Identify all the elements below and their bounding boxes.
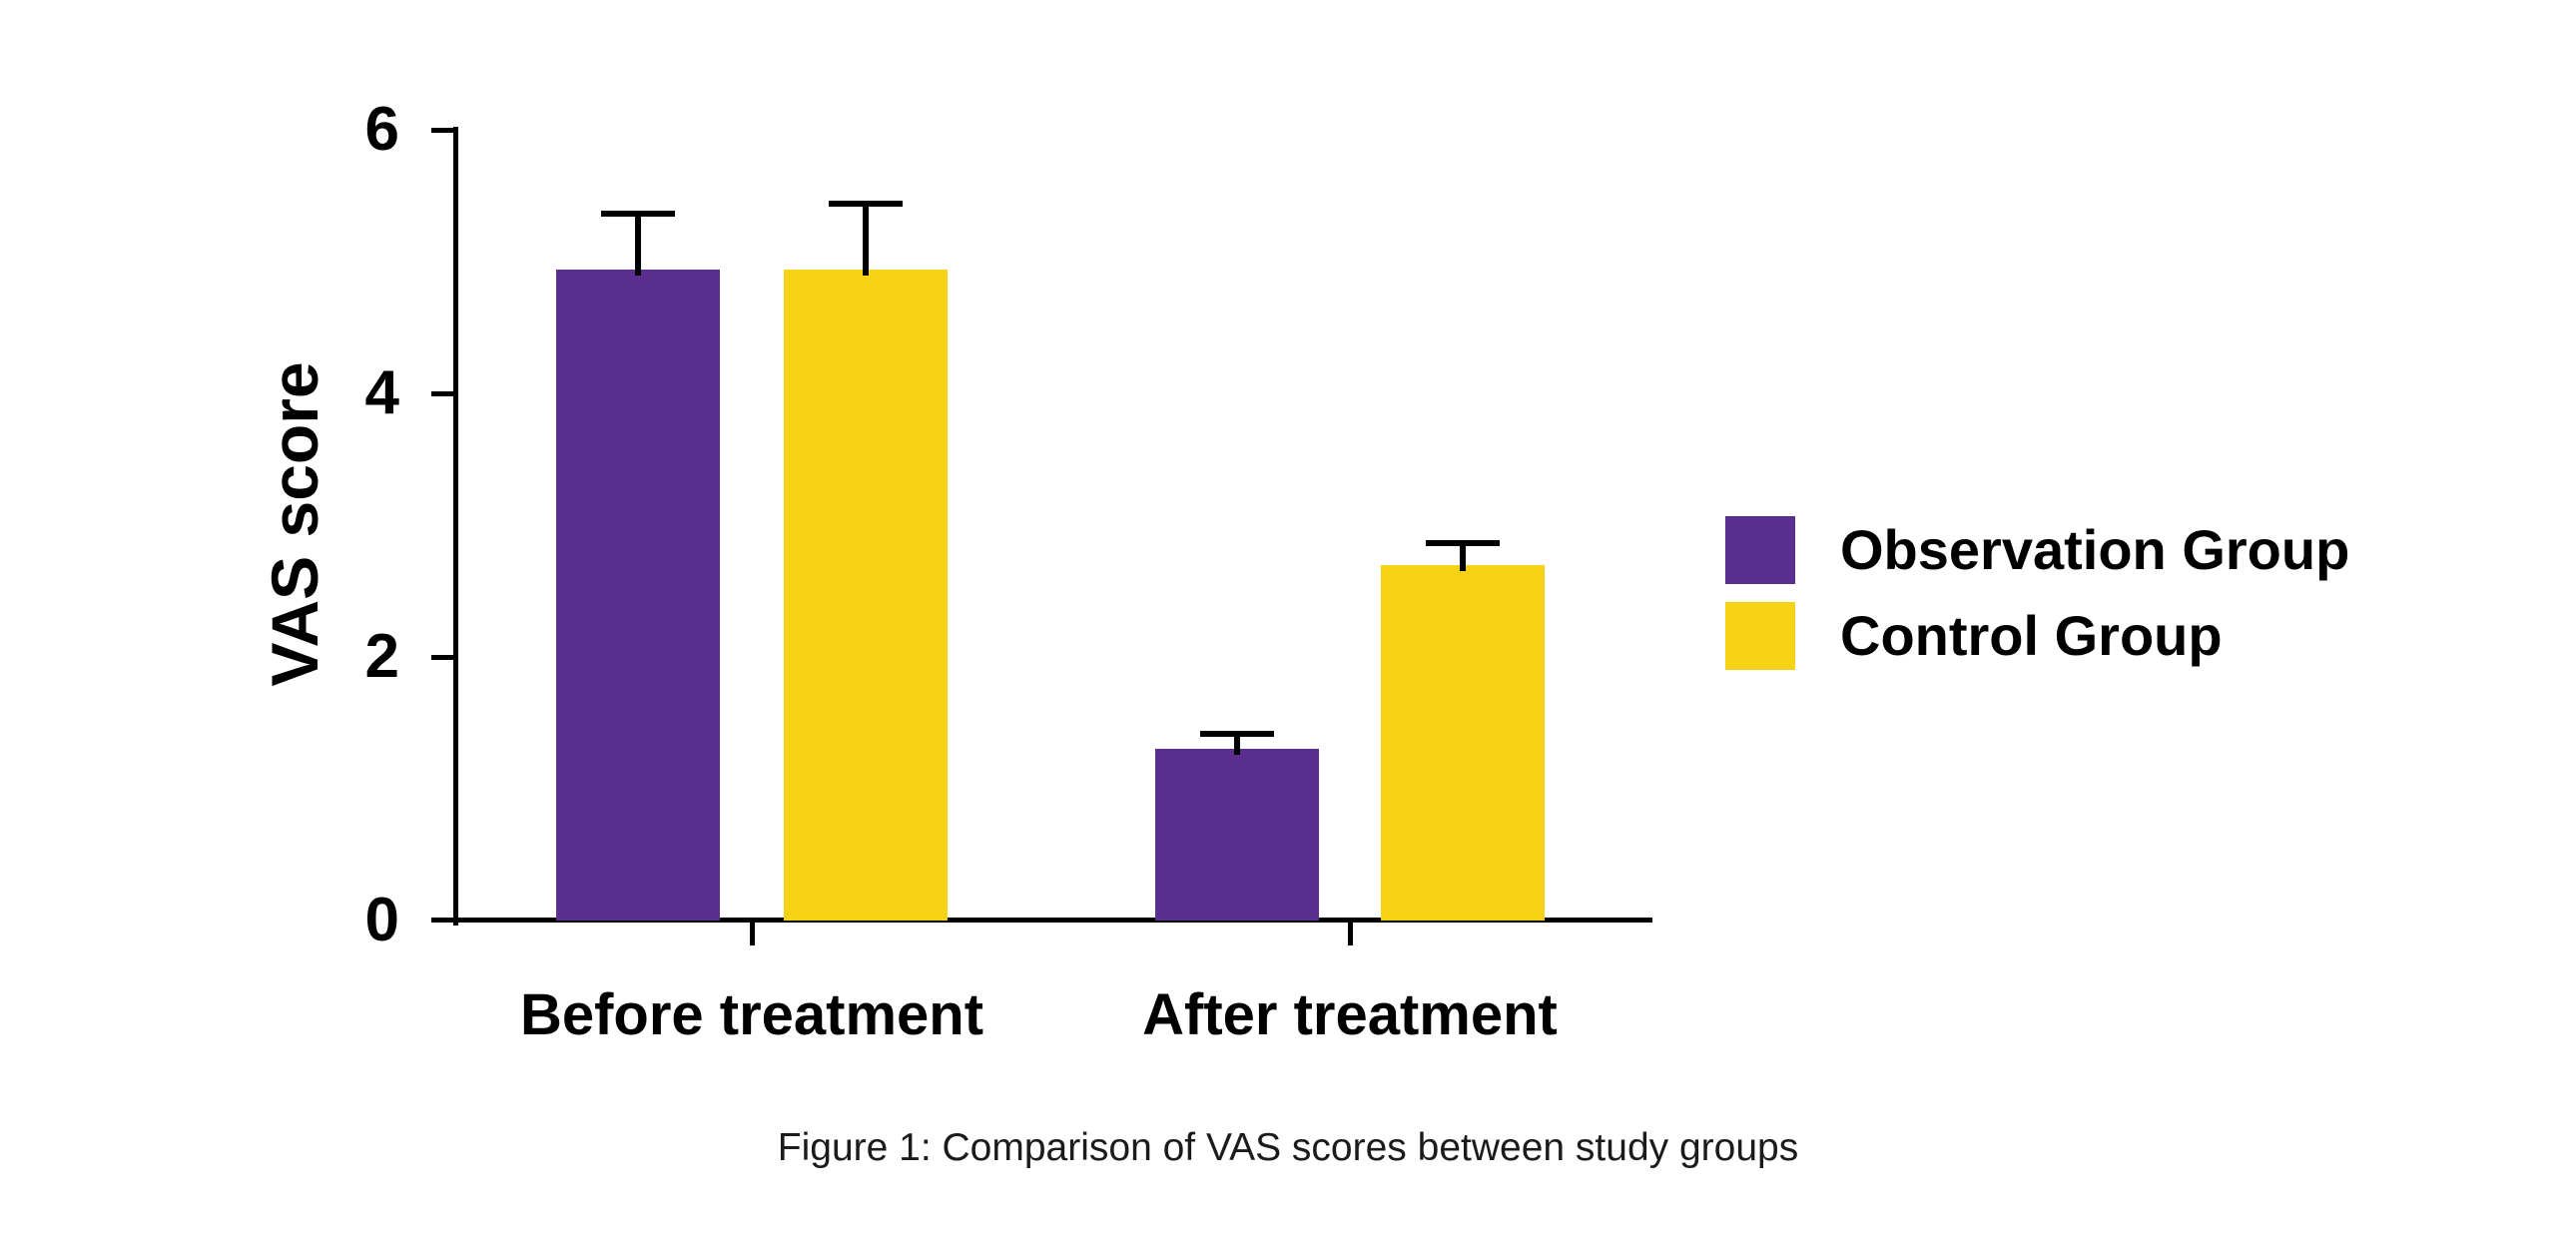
error-bar-cap bbox=[601, 211, 675, 218]
x-axis-category-label: After treatment bbox=[1142, 982, 1558, 1047]
legend-swatch-control-group bbox=[1725, 602, 1795, 670]
legend-item-observation-group: Observation Group bbox=[1725, 516, 2349, 584]
bar-control-group-after-treatment bbox=[1381, 564, 1545, 921]
x-axis-category-label: Before treatment bbox=[519, 982, 984, 1047]
legend-item-control-group: Control Group bbox=[1725, 602, 2349, 670]
y-tick-label: 0 bbox=[364, 886, 399, 954]
legend-swatch-observation-group bbox=[1725, 516, 1795, 584]
error-bar-cap bbox=[1200, 730, 1274, 737]
error-bar-cap bbox=[829, 200, 903, 207]
legend-label: Control Group bbox=[1840, 604, 2223, 667]
y-tick-label: 6 bbox=[364, 95, 399, 164]
y-tick bbox=[431, 127, 456, 133]
bar-observation-group-before-treatment bbox=[556, 269, 720, 921]
error-bar-whisker bbox=[1460, 543, 1466, 571]
y-tick bbox=[431, 390, 456, 396]
error-bar-cap bbox=[1426, 540, 1500, 547]
y-axis-line bbox=[453, 127, 458, 926]
y-tick-label: 4 bbox=[364, 358, 399, 427]
legend: Observation Group Control Group bbox=[1725, 516, 2349, 670]
x-tick bbox=[749, 921, 755, 945]
y-tick bbox=[431, 654, 456, 660]
error-bar-whisker bbox=[1234, 733, 1240, 756]
x-axis-line bbox=[431, 918, 1652, 923]
legend-label: Observation Group bbox=[1840, 518, 2350, 581]
error-bar-whisker bbox=[635, 214, 641, 276]
x-tick bbox=[1347, 921, 1353, 945]
figure-caption: Figure 1: Comparison of VAS scores betwe… bbox=[777, 1126, 1799, 1169]
error-bar-whisker bbox=[863, 203, 869, 276]
bar-control-group-before-treatment bbox=[784, 269, 948, 921]
bar-observation-group-after-treatment bbox=[1155, 749, 1319, 921]
y-tick-label: 2 bbox=[364, 622, 399, 691]
